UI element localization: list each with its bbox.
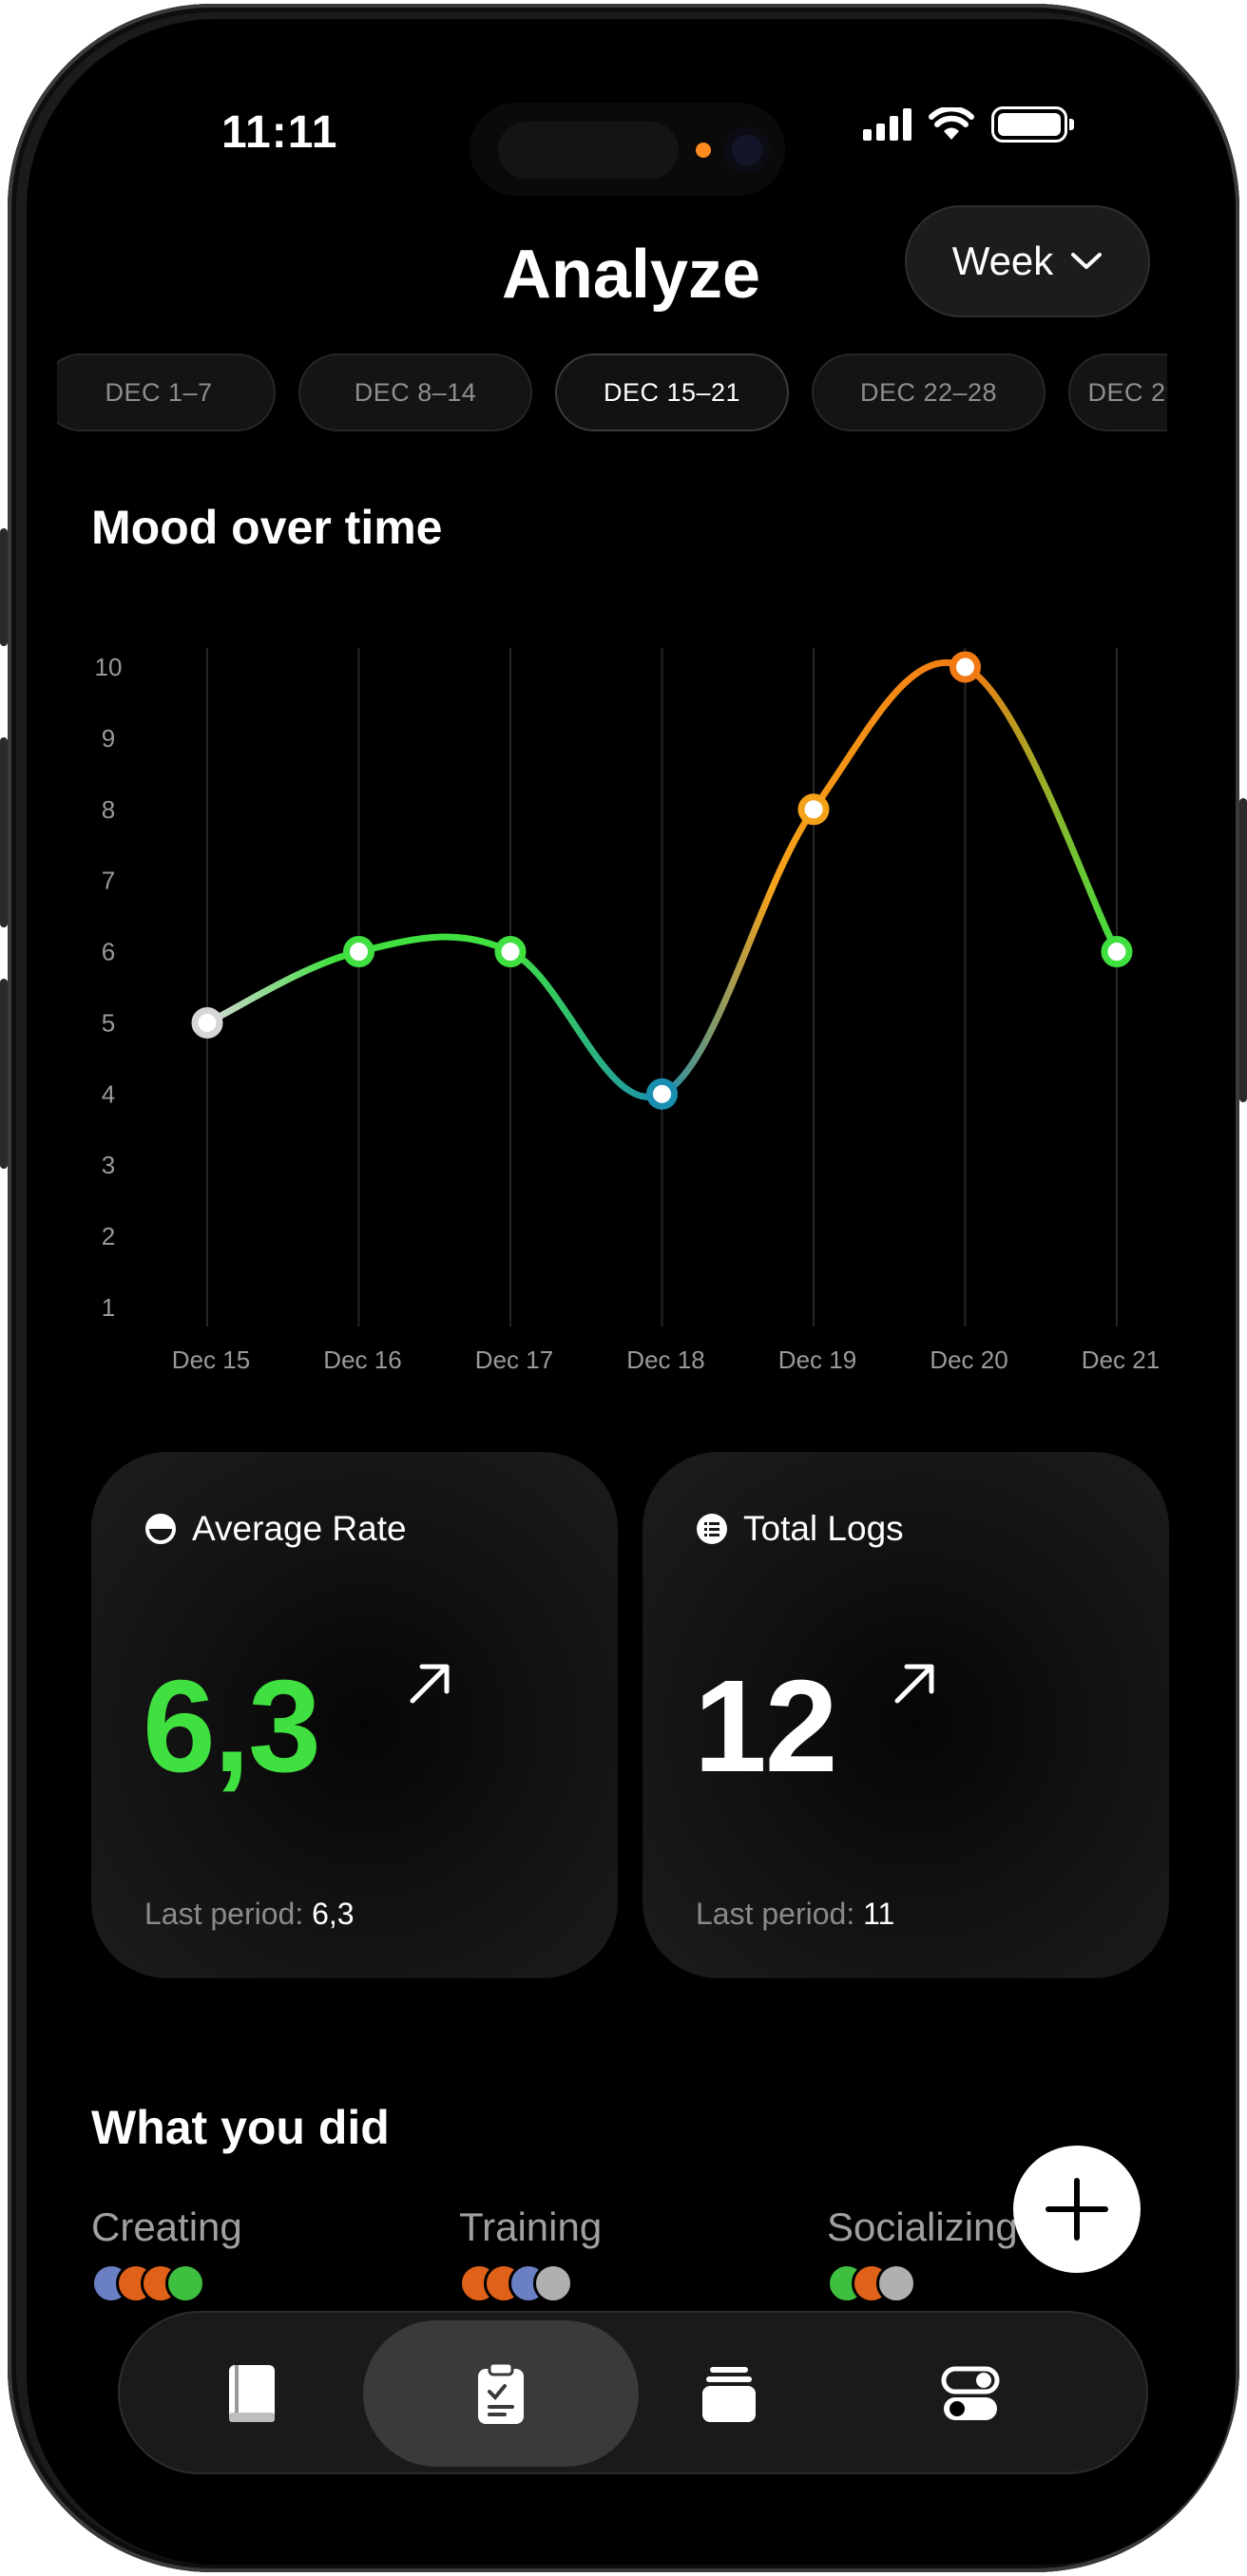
x-tick-label: Dec 16 (323, 1345, 401, 1374)
activity-item[interactable]: Socializing (827, 2204, 1018, 2303)
y-tick-label: 1 (102, 1293, 115, 1322)
week-chip[interactable]: DEC 15–21 (555, 353, 789, 431)
y-tick-label: 7 (102, 867, 115, 895)
activity-label: Training (459, 2204, 603, 2249)
mood-dot (533, 2263, 573, 2303)
mood-data-point[interactable] (343, 936, 374, 968)
chevron-down-icon (1071, 253, 1103, 269)
y-tick-label: 3 (102, 1151, 115, 1179)
list-icon (697, 1514, 727, 1544)
action-button (0, 528, 8, 646)
x-tick-label: Dec 17 (475, 1345, 553, 1374)
average-rate-card[interactable]: Average Rate 6,3 Last period: 6,3 (91, 1452, 618, 1978)
phone-frame: 11:11 Analyze Week DEC 1–7 DEC 8–14 DEC 15… (8, 4, 1239, 2572)
volume-down-button (0, 979, 8, 1169)
y-tick-label: 9 (102, 724, 115, 753)
activity-mood-dots (459, 2263, 602, 2303)
cards-icon (702, 2367, 756, 2422)
week-selector: DEC 1–7 DEC 8–14 DEC 15–21 DEC 22–28 DEC 29 … (57, 353, 1167, 433)
y-tick-label: 8 (102, 795, 115, 824)
x-tick-label: Dec 15 (172, 1345, 250, 1374)
status-time: 11:11 (221, 107, 338, 158)
x-tick-label: Dec 19 (778, 1345, 856, 1374)
activity-mood-dots (827, 2263, 1018, 2303)
activity-mood-dots (91, 2263, 242, 2303)
x-tick-label: Dec 18 (626, 1345, 704, 1374)
tab-cards[interactable] (591, 2320, 867, 2467)
dynamic-island (470, 103, 785, 196)
status-icons (863, 106, 1074, 143)
toggles-icon (941, 2366, 1000, 2420)
mood-data-point[interactable] (1101, 936, 1133, 968)
y-tick-label: 6 (102, 938, 115, 966)
journal-icon (229, 2365, 275, 2422)
activity-label: Socializing (827, 2204, 1018, 2249)
tab-bar (118, 2311, 1148, 2474)
y-tick-label: 5 (102, 1008, 115, 1037)
clipboard-icon (478, 2361, 524, 2424)
week-chip[interactable]: DEC 1–7 (57, 353, 276, 431)
camera-icon (724, 127, 770, 173)
privacy-indicator-icon (696, 143, 711, 158)
mood-data-point[interactable] (646, 1078, 678, 1110)
total-logs-last-period: Last period: 11 (696, 1897, 895, 1931)
battery-icon (991, 106, 1074, 143)
period-dropdown[interactable]: Week (905, 205, 1150, 317)
mood-section-title: Mood over time (91, 501, 443, 554)
half-circle-icon (145, 1514, 176, 1544)
mood-dot (876, 2263, 916, 2303)
activity-label: Creating (91, 2204, 242, 2249)
mood-data-point[interactable] (494, 936, 527, 968)
mood-chart: 1 2 3 4 5 6 7 8 9 10 Dec 15 Dec 16 Dec 17 Dec 18 Dec … (95, 648, 1160, 1374)
average-rate-value: 6,3 (143, 1653, 321, 1800)
y-tick-label: 10 (95, 653, 123, 681)
activity-item[interactable]: Training (459, 2204, 602, 2303)
mood-data-point[interactable] (950, 651, 981, 683)
week-chip[interactable]: DEC 8–14 (298, 353, 532, 431)
total-logs-card[interactable]: Total Logs 12 Last period: 11 (643, 1452, 1169, 1978)
period-dropdown-label: Week (951, 239, 1054, 283)
mood-data-point[interactable] (191, 1006, 223, 1039)
y-tick-label: 4 (102, 1079, 115, 1108)
tab-journal[interactable] (114, 2320, 390, 2467)
x-tick-label: Dec 20 (930, 1345, 1007, 1374)
volume-up-button (0, 737, 8, 927)
y-tick-label: 2 (102, 1222, 115, 1250)
tab-analyze[interactable] (363, 2320, 639, 2467)
activity-item[interactable]: Creating (91, 2204, 242, 2303)
mood-data-point[interactable] (797, 793, 830, 826)
tab-settings[interactable] (833, 2320, 1108, 2467)
mood-dot (165, 2263, 205, 2303)
wifi-icon (929, 107, 974, 140)
plus-icon (1046, 2178, 1108, 2241)
power-button (1239, 798, 1247, 1102)
total-logs-label: Total Logs (743, 1509, 904, 1548)
week-chip[interactable]: DEC 29 – JAN 4 (1068, 353, 1167, 431)
app-screen: 11:11 Analyze Week DEC 1–7 DEC 8–14 DEC 15… (27, 19, 1236, 2565)
activities-section-title: What you did (91, 2101, 390, 2154)
page-title: Analyze (501, 237, 761, 313)
x-tick-label: Dec 21 (1082, 1345, 1160, 1374)
week-chip[interactable]: DEC 22–28 (812, 353, 1046, 431)
average-rate-last-period: Last period: 6,3 (144, 1897, 355, 1931)
arrow-up-right-icon (410, 1664, 450, 1704)
total-logs-value: 12 (694, 1653, 837, 1800)
cellular-signal-icon (863, 108, 911, 141)
add-entry-button[interactable] (1013, 2146, 1141, 2273)
average-rate-label: Average Rate (192, 1509, 407, 1548)
arrow-up-right-icon (894, 1664, 934, 1704)
